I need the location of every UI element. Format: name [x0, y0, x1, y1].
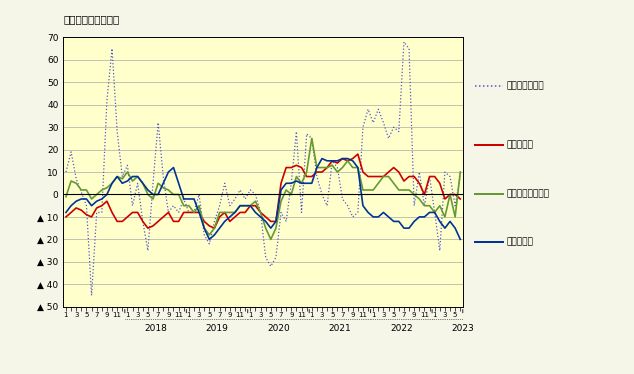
Text: （前年同月比、％）: （前年同月比、％） [63, 14, 120, 24]
Text: 2020: 2020 [267, 324, 290, 332]
Text: 分譲一戸建（緑）: 分譲一戸建（緑） [507, 189, 550, 198]
Text: 分譲マンション: 分譲マンション [507, 82, 545, 91]
Text: 2018: 2018 [144, 324, 167, 332]
Text: 持家（青）: 持家（青） [507, 237, 534, 246]
Text: 2019: 2019 [205, 324, 228, 332]
Text: 2023: 2023 [451, 324, 474, 332]
Text: 2022: 2022 [390, 324, 413, 332]
Text: 貸家（赤）: 貸家（赤） [507, 141, 534, 150]
Text: 2021: 2021 [328, 324, 351, 332]
